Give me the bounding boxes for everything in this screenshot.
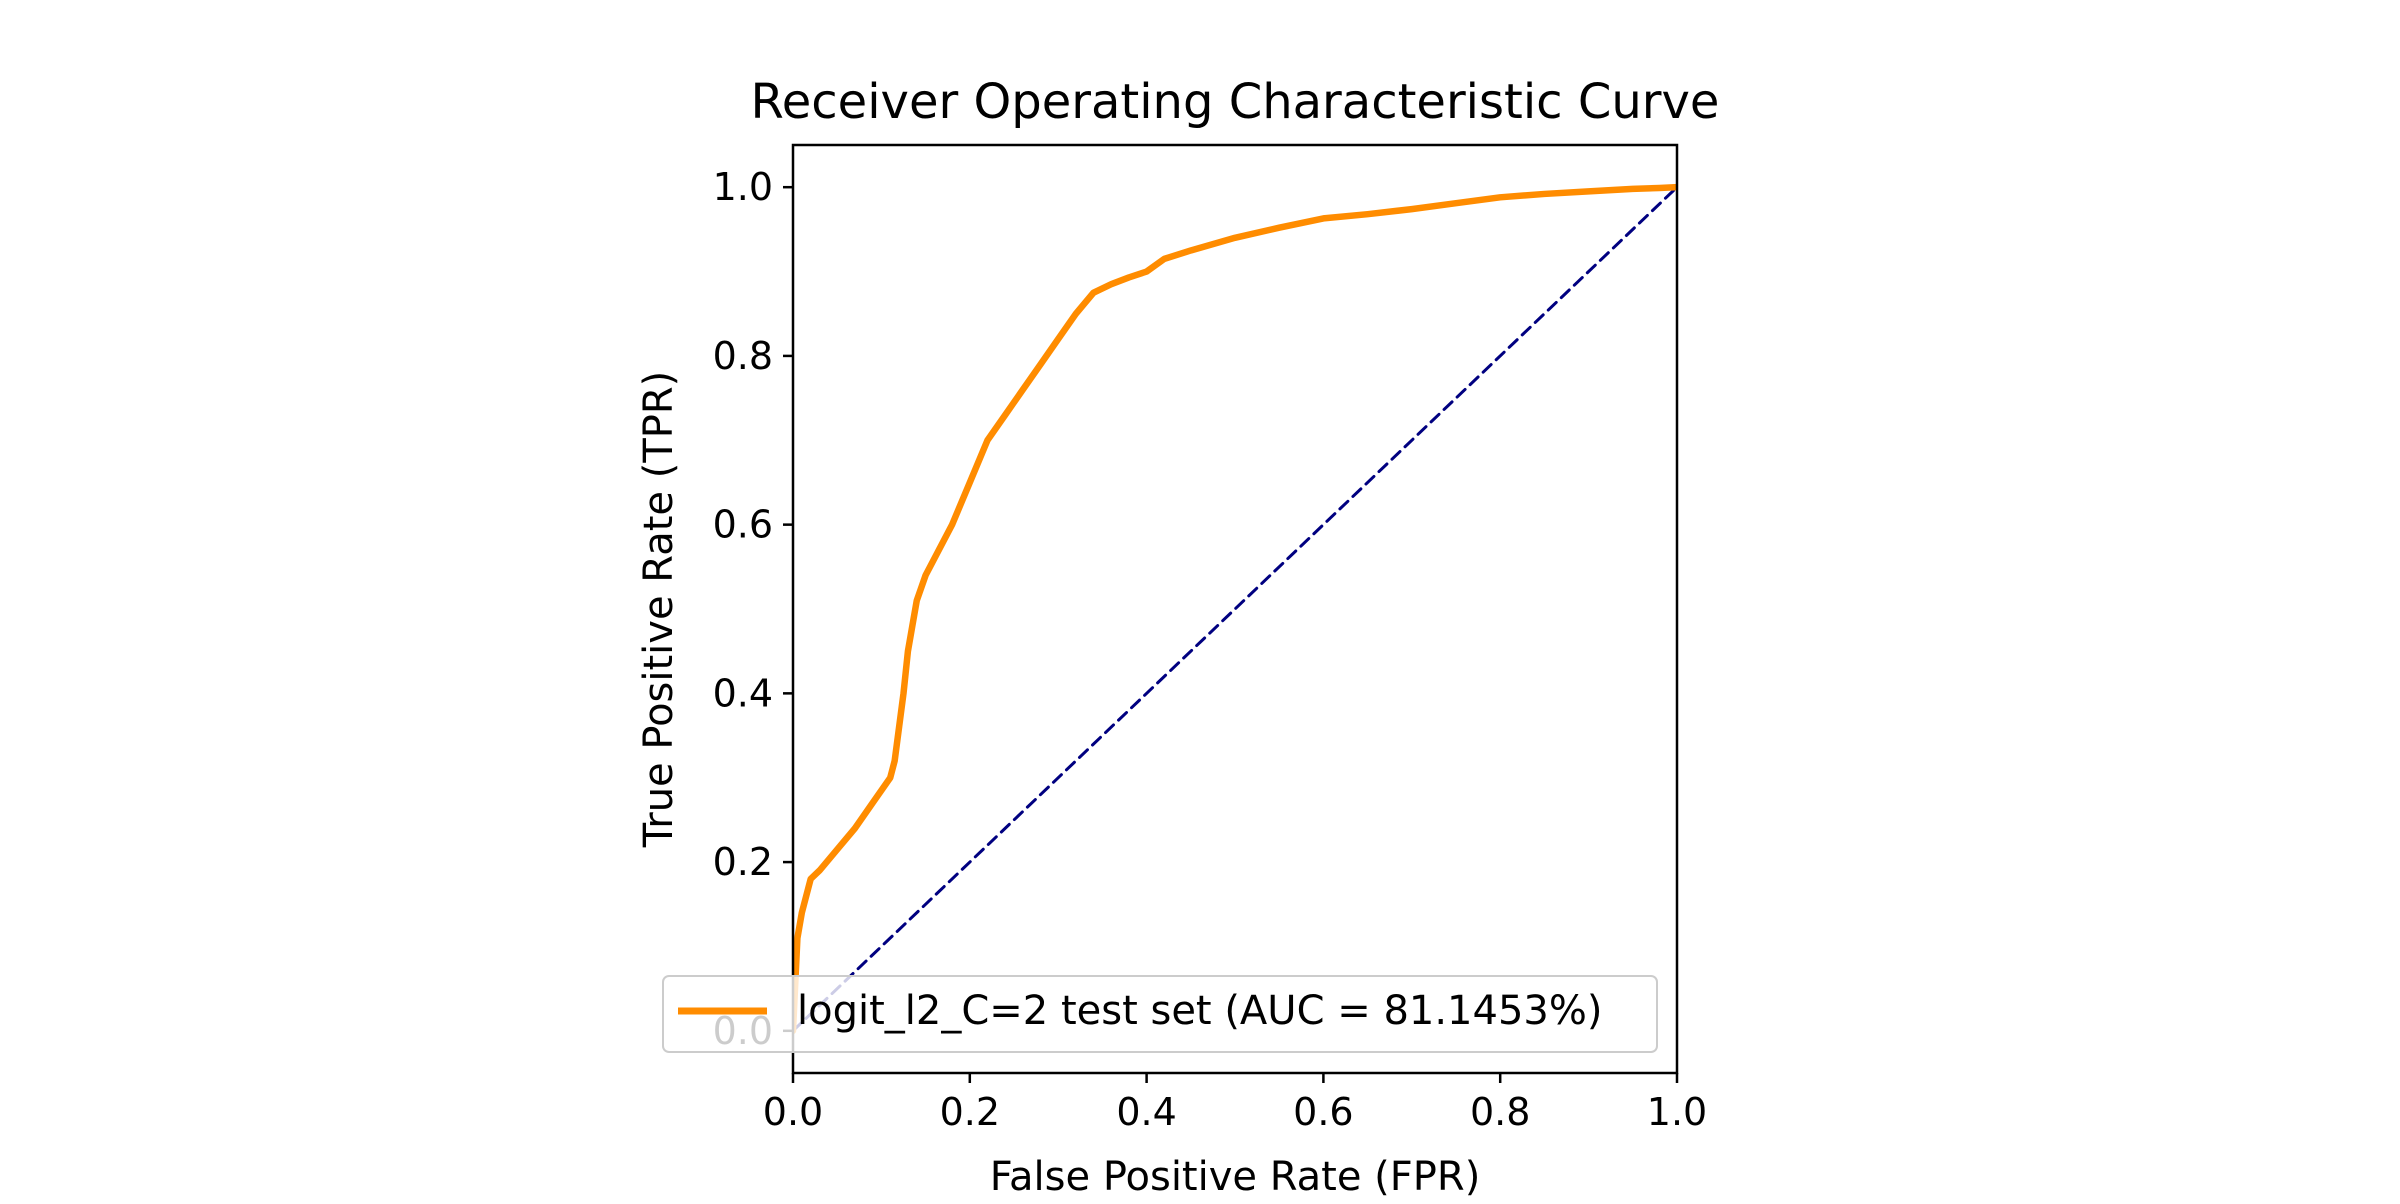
y-tick-label: 0.4: [713, 671, 773, 715]
x-tick-label: 1.0: [1647, 1090, 1707, 1134]
legend: logit_l2_C=2 test set (AUC = 81.1453%): [662, 975, 1658, 1053]
x-axis-ticks: 0.0 0.2 0.4 0.6 0.8 1.0: [763, 1073, 1707, 1134]
series-layer: [793, 183, 1677, 1035]
y-tick-label: 0.6: [713, 503, 773, 547]
x-tick-label: 0.2: [940, 1090, 1000, 1134]
y-axis-ticks: 0.00.20.40.60.81.0: [713, 165, 793, 1053]
legend-box: [662, 975, 1658, 1053]
x-tick-label: 0.4: [1116, 1090, 1176, 1134]
y-tick-label: 0.2: [713, 840, 773, 884]
chance-diagonal-line: [793, 185, 1677, 1033]
y-axis-label: True Positive Rate (TPR): [636, 371, 682, 849]
plot-frame: [791, 143, 1679, 1075]
chart-title: Receiver Operating Characteristic Curve: [751, 74, 1720, 130]
roc-curve-line: [793, 183, 1677, 1035]
x-tick-label: 0.0: [763, 1090, 823, 1134]
y-tick-label: 0.8: [713, 334, 773, 378]
legend-entry-label: logit_l2_C=2 test set (AUC = 81.1453%): [797, 988, 1602, 1034]
x-tick-label: 0.6: [1293, 1090, 1353, 1134]
plot-area: 0.0 0.2 0.4 0.6 0.8 1.0 0.0 0.2 0.4 0.6 0.8 1.0: [713, 143, 1707, 1134]
x-axis-label: False Positive Rate (FPR): [990, 1154, 1481, 1200]
x-tick-label: 0.8: [1470, 1090, 1530, 1134]
y-tick-label: 1.0: [713, 165, 773, 209]
